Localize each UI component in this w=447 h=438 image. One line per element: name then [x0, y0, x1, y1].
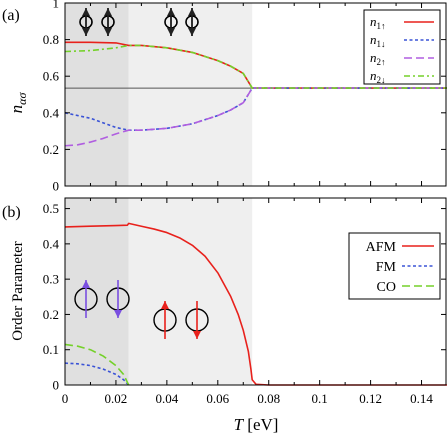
x-tick-label: 0.12: [359, 391, 382, 406]
legend-label-base: n: [370, 50, 377, 65]
legend-label-sub: 2↓: [377, 75, 386, 85]
x-tick-label: 0.06: [206, 391, 229, 406]
legend-label: FM: [376, 260, 397, 275]
y-tick-label: 0.3: [43, 272, 59, 287]
y-tick-label: 0.1: [43, 342, 59, 357]
shaded-region-light: [128, 198, 253, 385]
y-tick-label: 0.8: [43, 32, 59, 47]
legend-label-sub: 1↑: [377, 21, 386, 31]
panel-b-spin-icons: [74, 280, 209, 339]
x-tick-label: 0.14: [410, 391, 433, 406]
legend-label-base: n: [370, 14, 377, 29]
series-line-green: [64, 44, 447, 89]
panel-b-ticks: 0 0.1 0.2 0.3 0.4 0.5 0 0.02 0.04 0.06 0.08 0.1 0.12…: [43, 198, 446, 406]
y-tick-label: 0.5: [43, 201, 59, 216]
x-tick-label: 0.1: [312, 391, 328, 406]
x-axis-label-var: T: [234, 415, 245, 434]
series-line-green: [64, 343, 130, 386]
x-tick-label: 0.04: [155, 391, 178, 406]
panel-a-y-axis-label-sub: ασ: [15, 92, 29, 105]
legend-box: [363, 9, 441, 85]
shaded-region-dark: [65, 3, 129, 186]
legend-label: CO: [377, 280, 396, 295]
panel-b-series: [64, 222, 447, 386]
panel-a-series: [64, 41, 447, 147]
panel-a-y-axis-label: nασ: [7, 92, 29, 114]
legend-label: n2↑: [370, 50, 386, 67]
panel-a-frame: [64, 2, 447, 187]
spin-down-arrow-icon-head: [193, 331, 201, 339]
shaded-region-light: [128, 3, 253, 186]
panel-a-label: (a): [2, 7, 20, 24]
x-axis-label-unit: [eV]: [247, 415, 278, 434]
legend-label-base: n: [370, 32, 377, 47]
panel-a-y-axis-label-base: n: [7, 105, 26, 114]
panel-b-y-axis-label: Order Parameter: [10, 241, 26, 341]
y-tick-label: 0.6: [43, 69, 60, 84]
panel-a-legend: n1↑n1↓n2↑n2↓: [363, 9, 441, 85]
spin-up-arrow-icon-head: [82, 280, 90, 288]
panel-a-shading: [65, 3, 253, 186]
spin-down-arrow-icon-head: [188, 28, 196, 36]
legend-label: n1↓: [370, 32, 386, 49]
x-axis-label: T [eV]: [234, 415, 279, 434]
y-tick-label: 0.2: [43, 307, 59, 322]
y-tick-label: 0.4: [43, 105, 60, 120]
panel-b-label: (b): [2, 204, 21, 221]
legend-label: AFM: [366, 240, 397, 255]
series-line-blue: [64, 87, 447, 131]
panel-b-legend: AFM FM CO: [348, 232, 441, 300]
spin-down-arrow-icon-head: [82, 28, 90, 36]
y-tick-label: 0.2: [43, 142, 59, 157]
y-tick-label: 0: [53, 378, 60, 393]
legend-label: n2↓: [370, 68, 386, 85]
series-line-blue: [64, 362, 130, 386]
spin-up-arrow-icon-head: [161, 301, 169, 309]
panel-b: 0 0.1 0.2 0.3 0.4 0.5 0 0.02 0.04 0.06 0.08 0.1 0.12…: [2, 197, 447, 406]
y-tick-label: 1: [53, 0, 60, 11]
legend-label-sub: 2↑: [377, 57, 386, 67]
panel-a-spin-icons: [79, 8, 199, 36]
x-tick-label: 0.02: [105, 391, 128, 406]
panel-a-ticks: 0 0.2 0.4 0.6 0.8 1: [43, 0, 446, 194]
legend-label-sub: 1↓: [377, 39, 386, 49]
x-tick-label: 0: [62, 391, 69, 406]
spin-down-arrow-icon-head: [104, 28, 112, 36]
x-tick-label: 0.08: [257, 391, 280, 406]
spin-down-arrow-icon-head: [114, 310, 122, 318]
panel-b-frame: [64, 197, 447, 386]
spin-down-arrow-icon-head: [167, 28, 175, 36]
panel-a: 00.20.40.60.81 n1↑n1↓n2↑n2↓ (a) nασ: [2, 0, 447, 194]
legend-label: n1↑: [370, 14, 386, 31]
series-line-red: [64, 222, 447, 386]
y-tick-label: 0: [53, 179, 60, 194]
legend-label-base: n: [370, 68, 377, 83]
y-tick-label: 0.4: [43, 236, 60, 251]
